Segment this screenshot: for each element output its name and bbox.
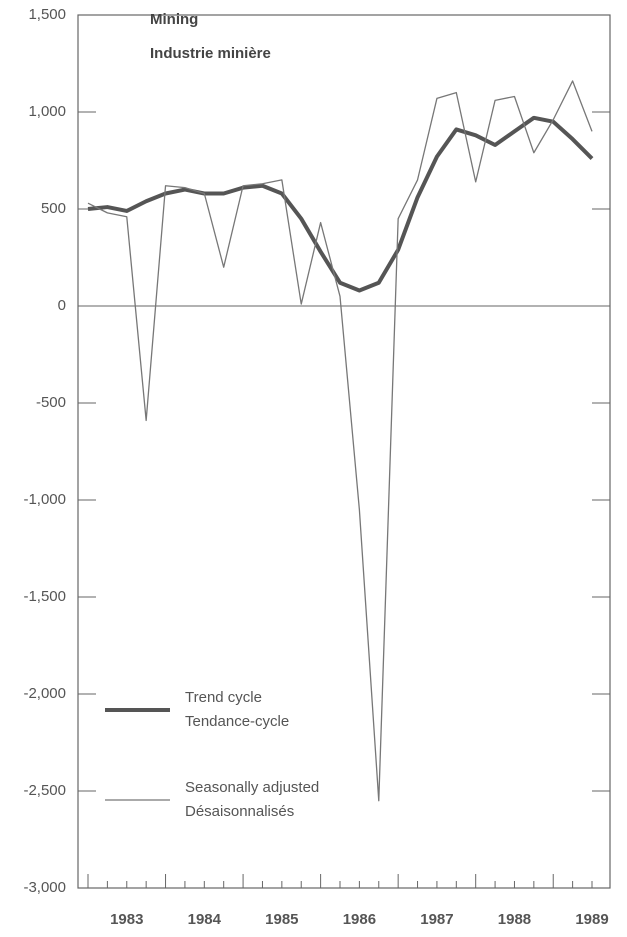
chart-subtitle: Industrie minière xyxy=(150,45,271,62)
series-line xyxy=(87,115,594,293)
y-tick-label: -3,000 xyxy=(23,879,66,896)
legend-label: Tendance-cycle xyxy=(185,713,289,730)
chart-title: Mining xyxy=(150,11,198,28)
x-tick-label: 1983 xyxy=(110,911,143,928)
y-tick-label: -1,000 xyxy=(23,491,66,508)
x-tick-label: 1984 xyxy=(188,911,222,928)
x-tick-label: 1985 xyxy=(265,911,298,928)
series-line xyxy=(87,80,593,802)
x-tick-label: 1989 xyxy=(575,911,608,928)
y-tick-label: -1,500 xyxy=(23,588,66,605)
y-tick-label: -2,000 xyxy=(23,685,66,702)
x-tick-label: 1987 xyxy=(420,911,453,928)
legend-label: Trend cycle xyxy=(185,689,262,706)
y-tick-label: 1,000 xyxy=(28,103,66,120)
y-tick-label: 1,500 xyxy=(28,6,66,23)
legend-label: Seasonally adjusted xyxy=(185,779,319,796)
x-tick-label: 1988 xyxy=(498,911,531,928)
y-tick-label: -500 xyxy=(36,394,66,411)
y-tick-label: 500 xyxy=(41,200,66,217)
legend-label: Désaisonnalisés xyxy=(185,803,294,820)
plot-frame xyxy=(77,14,611,889)
x-tick-label: 1986 xyxy=(343,911,376,928)
y-tick-label: -2,500 xyxy=(23,782,66,799)
y-tick-label: 0 xyxy=(58,297,66,314)
